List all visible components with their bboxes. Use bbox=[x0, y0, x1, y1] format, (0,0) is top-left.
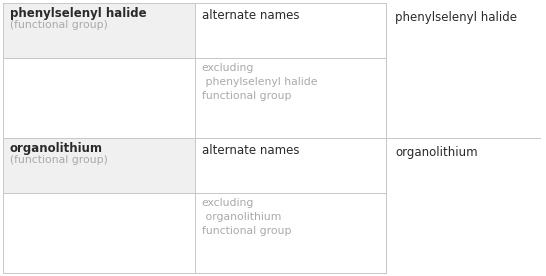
Text: excluding
 organolithium
functional group: excluding organolithium functional group bbox=[201, 198, 291, 235]
Bar bbox=[3, 193, 195, 273]
Text: excluding
 phenylselenyl halide
functional group: excluding phenylselenyl halide functiona… bbox=[201, 63, 317, 100]
Bar bbox=[3, 3, 195, 58]
Text: organolithium: organolithium bbox=[395, 146, 478, 159]
Text: (functional group): (functional group) bbox=[10, 20, 108, 30]
Text: phenylselenyl halide: phenylselenyl halide bbox=[10, 7, 147, 20]
Bar bbox=[195, 193, 387, 273]
Text: (functional group): (functional group) bbox=[10, 155, 108, 165]
Bar bbox=[195, 138, 387, 193]
Text: phenylselenyl halide: phenylselenyl halide bbox=[395, 11, 518, 24]
Bar bbox=[3, 58, 195, 138]
Text: organolithium: organolithium bbox=[10, 142, 103, 155]
Bar bbox=[195, 58, 387, 138]
Bar bbox=[3, 138, 195, 193]
Text: alternate names: alternate names bbox=[201, 144, 299, 157]
Bar bbox=[3, 3, 387, 273]
Text: alternate names: alternate names bbox=[201, 9, 299, 22]
Bar bbox=[195, 3, 387, 58]
